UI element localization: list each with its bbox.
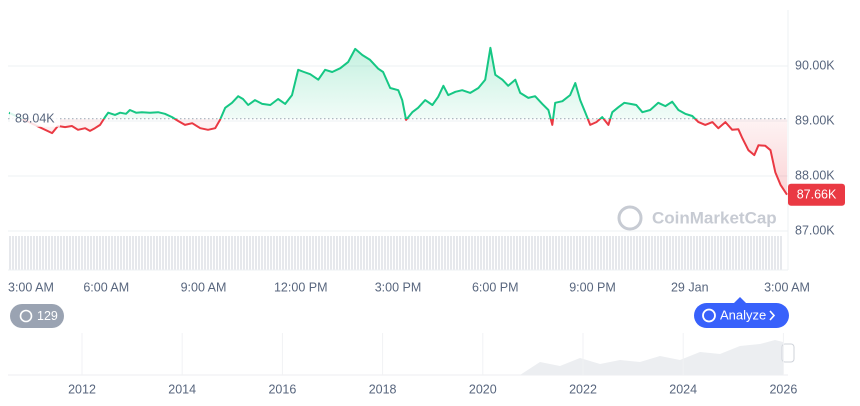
button-text: Analyze	[720, 307, 766, 322]
x-tick-label: 3:00 PM	[375, 280, 422, 294]
navigator-year: 2018	[369, 382, 397, 396]
x-tick-label: 9:00 PM	[569, 280, 616, 294]
badge-text: 129	[37, 309, 58, 323]
badge[interactable]: 129	[10, 304, 64, 328]
navigator-year: 2014	[168, 382, 196, 396]
y-tick-label: 89.00K	[795, 113, 835, 127]
x-tick-label: 6:00 AM	[83, 280, 129, 294]
x-tick-label: 3:00 AM	[8, 280, 54, 294]
navigator-year: 2024	[669, 382, 697, 396]
x-tick-label: 3:00 AM	[764, 280, 810, 294]
baseline-label-bg	[10, 110, 60, 127]
volume-bars	[8, 236, 783, 270]
y-tick-label: 90.00K	[795, 58, 835, 72]
navigator	[8, 333, 795, 376]
watermark-text: CoinMarketCap	[652, 208, 777, 227]
y-tick-label: 87.00K	[795, 223, 835, 237]
watermark: CoinMarketCap	[617, 205, 777, 231]
x-tick-label: 29 Jan	[671, 280, 709, 294]
navigator-year: 2026	[769, 382, 797, 396]
navigator-year: 2016	[268, 382, 296, 396]
price-line	[8, 46, 788, 196]
navigator-year: 2012	[68, 382, 96, 396]
navigator-year: 2022	[569, 382, 597, 396]
navigator-year: 2020	[469, 382, 497, 396]
x-tick-label: 6:00 PM	[472, 280, 519, 294]
last-price-tag	[788, 183, 845, 206]
y-tick-label: 88.00K	[795, 168, 835, 182]
x-tick-label: 9:00 AM	[181, 280, 227, 294]
baseline-label: 89.04K	[15, 112, 55, 126]
analyze-button[interactable]: Analyze	[694, 297, 789, 328]
last-price-label: 87.66K	[797, 188, 837, 202]
x-tick-label: 12:00 PM	[274, 280, 328, 294]
